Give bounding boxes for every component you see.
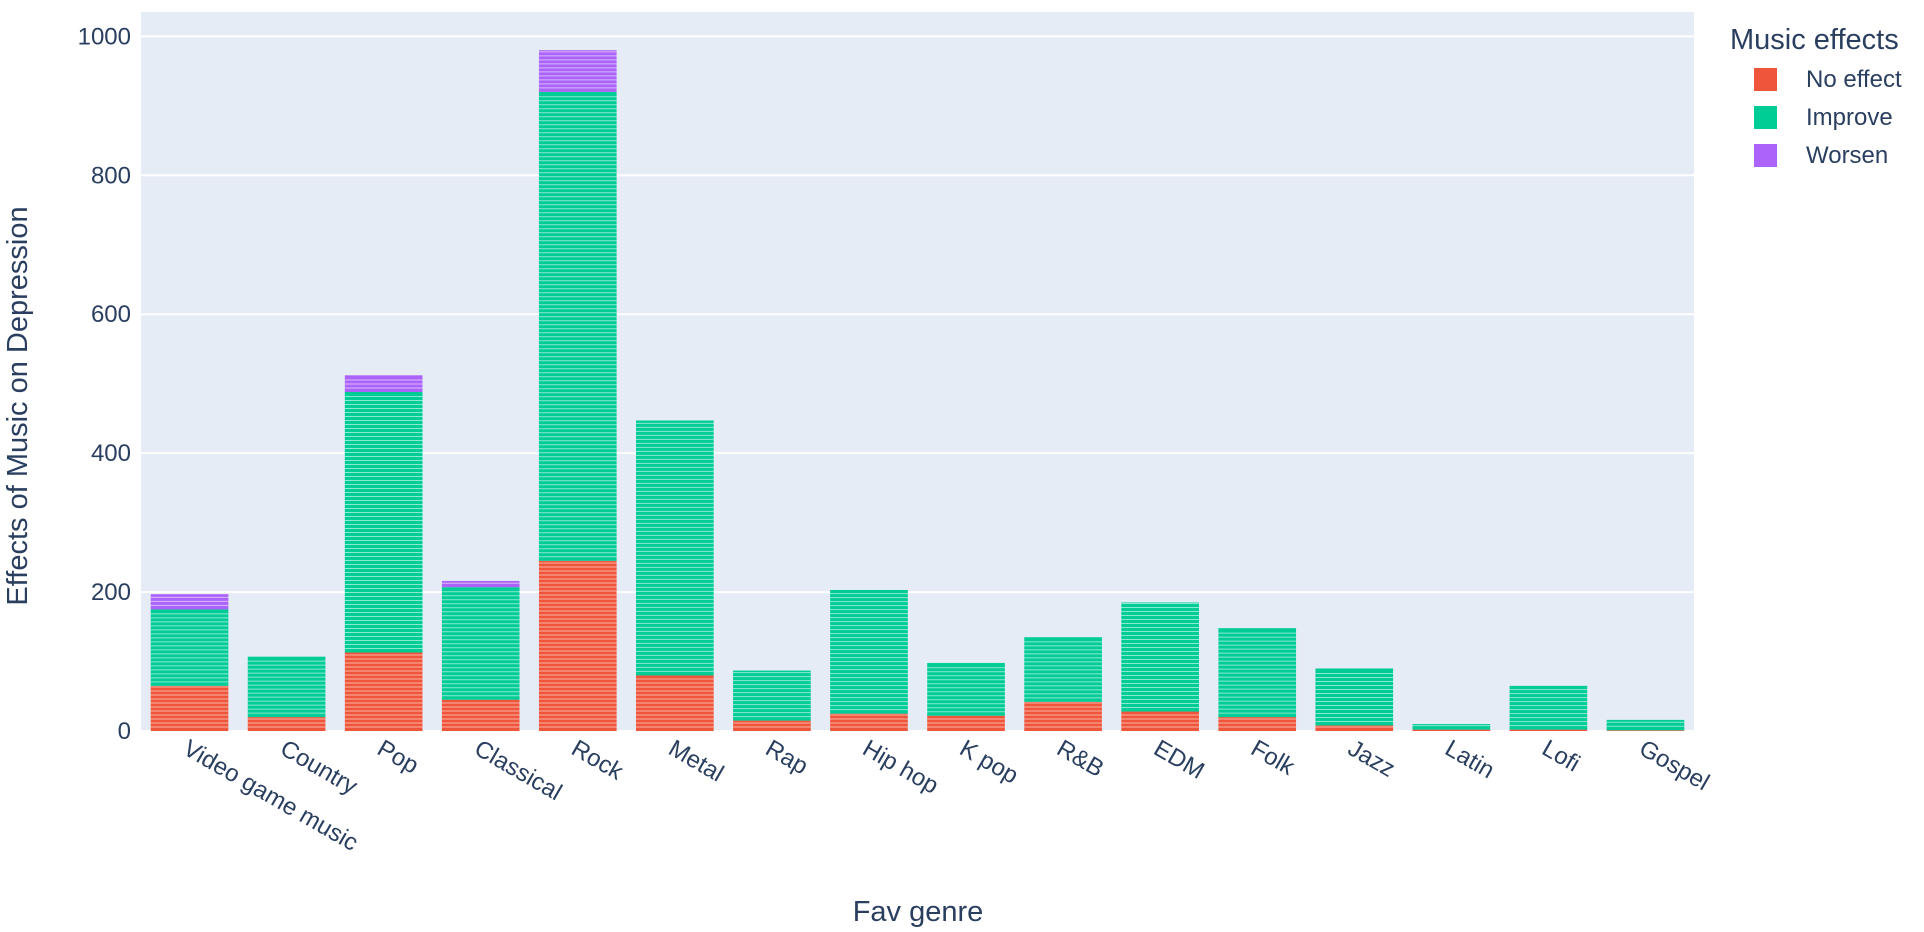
- x-axis-title: Fav genre: [853, 896, 984, 928]
- x-tick-label: Hip hop: [858, 735, 943, 800]
- bar-segment[interactable]: [1121, 602, 1199, 712]
- x-tick-label: Jazz: [1343, 735, 1399, 783]
- legend: Music effects No effect Improve Worsen: [1730, 24, 1902, 169]
- legend-label: No effect: [1806, 66, 1902, 93]
- bar-segment[interactable]: [538, 560, 617, 731]
- x-tick-label: Lofi: [1537, 735, 1584, 778]
- x-tick-label: Pop: [373, 735, 423, 780]
- bar-segment[interactable]: [1412, 729, 1491, 731]
- bar-segment[interactable]: [441, 580, 520, 588]
- bar-segment[interactable]: [538, 50, 617, 92]
- legend-swatch: [1754, 106, 1777, 129]
- legend-label: Improve: [1806, 104, 1893, 131]
- bar-segment[interactable]: [1315, 725, 1394, 731]
- legend-item-worsen[interactable]: Worsen: [1754, 142, 1888, 169]
- bars: [150, 50, 1685, 731]
- bar-segment[interactable]: [538, 91, 617, 561]
- x-tick-label: Gospel: [1634, 735, 1713, 796]
- bar-segment[interactable]: [733, 720, 811, 731]
- bar-segment[interactable]: [830, 589, 908, 714]
- y-tick-label: 0: [118, 718, 131, 745]
- bar-segment[interactable]: [150, 609, 229, 686]
- bar-segment[interactable]: [1606, 730, 1685, 731]
- legend-label: Worsen: [1806, 142, 1888, 169]
- bar-segment[interactable]: [247, 717, 326, 731]
- y-tick-label: 800: [91, 162, 131, 189]
- legend-item-improve[interactable]: Improve: [1754, 104, 1893, 131]
- bar-segment[interactable]: [247, 656, 326, 718]
- bar-segment[interactable]: [1509, 685, 1588, 730]
- bar-segment[interactable]: [1218, 717, 1297, 731]
- bar-segment[interactable]: [830, 713, 908, 731]
- bar-segment[interactable]: [636, 420, 714, 676]
- bar-segment[interactable]: [1121, 711, 1199, 731]
- y-tick-label: 400: [91, 440, 131, 467]
- x-tick-label: Folk: [1246, 735, 1300, 782]
- x-tick-label: Rap: [761, 735, 813, 780]
- bar-segment[interactable]: [1509, 729, 1588, 731]
- legend-title: Music effects: [1730, 24, 1899, 56]
- legend-item-no-effect[interactable]: No effect: [1754, 66, 1902, 93]
- x-tick-label: Classical: [470, 735, 567, 806]
- bar-segment[interactable]: [344, 391, 423, 653]
- x-tick-label: R&B: [1052, 735, 1108, 783]
- legend-swatch: [1754, 68, 1777, 91]
- bar-segment[interactable]: [150, 685, 229, 731]
- y-tick-labels: 0 200 400 600 800 1000: [78, 23, 131, 745]
- x-tick-label: EDM: [1149, 735, 1209, 785]
- x-tick-label: Video game music: [179, 735, 363, 857]
- bar-segment[interactable]: [1412, 724, 1491, 730]
- bar-segment[interactable]: [344, 652, 423, 731]
- y-axis-title: Effects of Music on Depression: [2, 206, 34, 605]
- bar-segment[interactable]: [1606, 719, 1685, 731]
- x-tick-label: Rock: [567, 735, 629, 786]
- x-tick-label: Latin: [1440, 735, 1499, 784]
- x-tick-label: Metal: [664, 735, 728, 788]
- legend-swatch: [1754, 144, 1777, 167]
- x-tick-label: K pop: [955, 735, 1023, 790]
- y-tick-label: 600: [91, 301, 131, 328]
- y-tick-label: 200: [91, 579, 131, 606]
- y-tick-label: 1000: [78, 23, 131, 50]
